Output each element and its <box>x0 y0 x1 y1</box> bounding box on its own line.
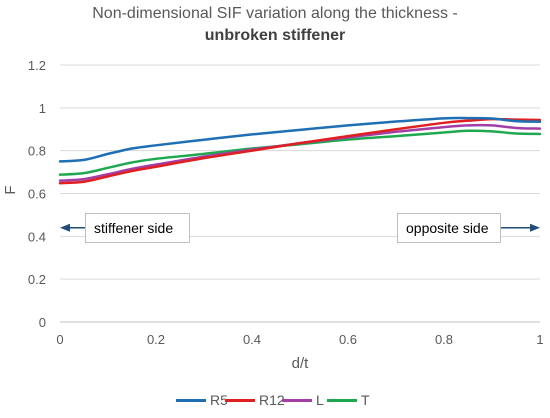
x-tick-label: 0.4 <box>243 332 261 347</box>
legend-swatch-t <box>327 398 357 402</box>
x-tick-label: 0.6 <box>339 332 357 347</box>
right-arrowhead <box>530 223 540 232</box>
chart-title-line2: unbroken stiffener <box>204 27 346 44</box>
legend-label-l: L <box>316 392 324 408</box>
stiffener-side-label: stiffener side <box>85 213 190 243</box>
opposite-side-label: opposite side <box>397 213 501 243</box>
series-line-l <box>58 123 542 182</box>
x-tick-label: 0.8 <box>435 332 453 347</box>
legend-item-r12: R12 <box>225 392 285 408</box>
x-tick-label: 0 <box>56 332 63 347</box>
x-tick-label: 1 <box>536 332 543 347</box>
legend-label-r5: R5 <box>210 392 228 408</box>
y-tick-labels: 0 0.2 0.4 0.6 0.8 1 1.2 <box>28 58 46 330</box>
legend-item-t: T <box>327 392 370 408</box>
legend-item-r5: R5 <box>176 392 228 408</box>
left-arrowhead <box>60 223 70 232</box>
legend-swatch-l <box>282 398 312 402</box>
y-tick-label: 0 <box>39 315 46 330</box>
series-lines <box>58 116 542 185</box>
chart-title-line1: Non-dimensional SIF variation along the … <box>92 5 458 22</box>
legend-swatch-r5 <box>176 398 206 402</box>
x-tick-label: 0.2 <box>147 332 165 347</box>
y-tick-label: 0.6 <box>28 187 46 202</box>
legend-item-l: L <box>282 392 324 408</box>
y-tick-label: 0.4 <box>28 229 46 244</box>
legend-swatch-r12 <box>225 398 255 402</box>
y-tick-label: 1 <box>39 101 46 116</box>
legend-label-r12: R12 <box>259 392 285 408</box>
x-axis-label: d/t <box>292 355 310 372</box>
annotation-arrows <box>60 223 540 232</box>
y-tick-label: 1.2 <box>28 58 46 73</box>
y-tick-label: 0.2 <box>28 272 46 287</box>
y-tick-label: 0.8 <box>28 144 46 159</box>
series-line-r5 <box>58 116 542 163</box>
legend-label-t: T <box>361 392 370 408</box>
x-tick-labels: 0 0.2 0.4 0.6 0.8 1 <box>56 332 543 347</box>
y-axis-label: F <box>2 185 19 194</box>
